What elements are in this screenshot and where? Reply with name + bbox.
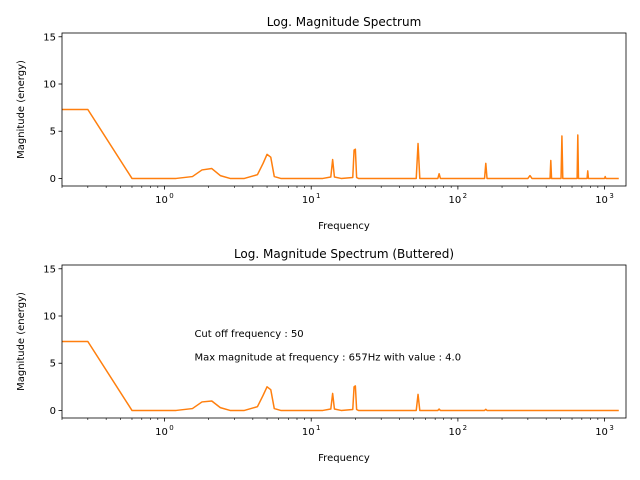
y-axis-label-0: Magnitude (energy) — [16, 60, 27, 159]
x-tick-exponent: 0 — [169, 424, 173, 432]
annotation-0: Cut off frequency : 50 — [194, 329, 303, 340]
x-tick-exponent: 0 — [169, 192, 173, 200]
y-tick-label: 0 — [50, 174, 56, 185]
x-tick-exponent: 1 — [316, 192, 320, 200]
x-tick-label: 10 — [449, 427, 462, 438]
x-tick-exponent: 2 — [463, 192, 467, 200]
x-tick-label: 10 — [155, 427, 168, 438]
y-tick-label: 15 — [43, 264, 56, 275]
x-tick-label: 10 — [302, 427, 315, 438]
x-tick-label: 10 — [155, 195, 168, 206]
x-tick-exponent: 2 — [463, 424, 467, 432]
x-tick-label: 10 — [595, 195, 608, 206]
y-tick-label: 0 — [50, 406, 56, 417]
chart-title-0: Log. Magnitude Spectrum — [267, 15, 422, 29]
x-tick-label: 10 — [302, 195, 315, 206]
x-tick-exponent: 3 — [609, 424, 613, 432]
x-axis-label-0: Frequency — [318, 221, 370, 232]
x-tick-label: 10 — [595, 427, 608, 438]
plot-frame-0 — [61, 32, 627, 187]
x-tick-label: 10 — [449, 195, 462, 206]
y-tick-label: 10 — [43, 312, 56, 323]
annotation-1: Max magnitude at frequency : 657Hz with … — [194, 352, 461, 363]
x-axis-label-1: Frequency — [318, 453, 370, 464]
y-tick-label: 5 — [50, 127, 56, 138]
chart-title-1: Log. Magnitude Spectrum (Buttered) — [234, 247, 454, 261]
series-line-0-0 — [62, 108, 619, 180]
plot-frame-1 — [61, 264, 627, 419]
y-axis-label-1: Magnitude (energy) — [16, 292, 27, 391]
y-tick-label: 5 — [50, 359, 56, 370]
y-tick-label: 15 — [43, 32, 56, 43]
x-tick-exponent: 1 — [316, 424, 320, 432]
y-tick-label: 10 — [43, 80, 56, 91]
series-line-1-0 — [62, 340, 619, 412]
x-tick-exponent: 3 — [609, 192, 613, 200]
